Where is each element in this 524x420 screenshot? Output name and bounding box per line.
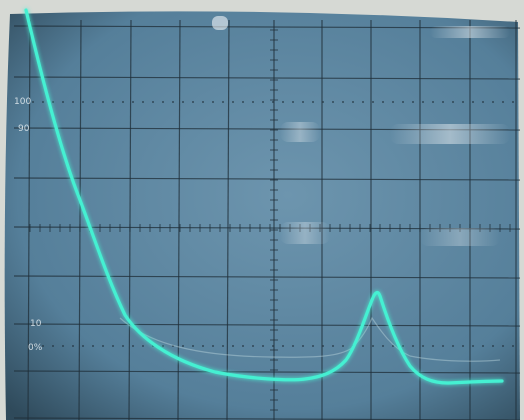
label-0-percent: 0% (28, 343, 43, 353)
ghost-trace (119, 316, 501, 362)
grid-vertical-line (177, 19, 181, 420)
label-10: 10 (30, 319, 42, 329)
glare-top-right (430, 26, 510, 38)
grid-horizontal-line (13, 323, 521, 327)
grid-vertical-line (226, 19, 230, 420)
glare-top (212, 16, 228, 30)
label-90: 90 (18, 124, 30, 134)
grid-horizontal-line (13, 275, 521, 279)
grid-vertical-line (128, 19, 132, 420)
grid-horizontal-line (13, 76, 521, 80)
grid-horizontal-line (13, 370, 521, 374)
signal-trace (24, 8, 504, 385)
glare-center (280, 222, 330, 244)
glare-lower-right (420, 228, 500, 246)
glare-mid (280, 122, 320, 142)
grid-vertical-line (78, 19, 82, 420)
grid-horizontal-line (13, 177, 521, 181)
grid-vertical-line (27, 19, 31, 420)
glare-right (390, 124, 510, 144)
crt-screen (4, 11, 520, 420)
label-100: 100 (14, 97, 31, 107)
